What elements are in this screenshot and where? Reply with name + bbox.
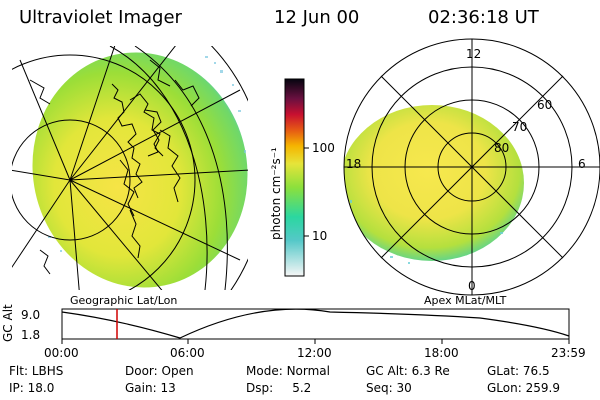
status-door: Door: Open	[125, 364, 194, 378]
mlt-label-18: 18	[346, 157, 362, 171]
status-seq: Seq: 30	[366, 381, 412, 395]
status-glon: GLon: 259.9	[487, 381, 560, 395]
altitude-xtick-0000: 00:00	[44, 346, 79, 360]
mlt-label-0: 0	[468, 279, 476, 293]
altitude-ytick-1.8: 1.8	[21, 328, 41, 342]
page-title: Ultraviolet Imager	[19, 7, 182, 28]
altitude-ylabel: GC Alt	[1, 304, 15, 342]
date-label: 12 Jun 00	[274, 7, 360, 28]
status-gain: Gain: 13	[125, 381, 176, 395]
colorbar-tick-100: 100	[312, 141, 335, 155]
left-emission-region	[32, 52, 248, 288]
status-dsp: Dsp: 5.2	[246, 381, 312, 395]
lat-label-70: 70	[512, 120, 528, 134]
polar-plot	[343, 38, 600, 296]
altitude-ytick-9: 9.0	[21, 308, 41, 322]
time-label: 02:36:18 UT	[428, 7, 539, 28]
geographic-map	[12, 46, 248, 290]
apex-caption: Apex MLat/MLT	[424, 294, 507, 307]
right-emission-region	[344, 105, 524, 261]
altitude-xtick-0600: 06:00	[170, 346, 205, 360]
altitude-curve	[61, 308, 570, 339]
mlt-label-6: 6	[578, 157, 586, 171]
lat-label-60: 60	[537, 98, 553, 112]
status-mode: Mode: Normal	[246, 364, 330, 378]
mlt-label-12: 12	[466, 47, 482, 61]
status-ip: IP: 18.0	[9, 381, 55, 395]
altitude-xtick-1800: 18:00	[424, 346, 459, 360]
status-filter: Flt: LBHS	[9, 364, 64, 378]
colorbar-unit-label: photon cm⁻²s⁻¹	[269, 147, 283, 240]
status-gc-alt: GC Alt: 6.3 Re	[366, 364, 450, 378]
coastlines	[29, 59, 200, 275]
left-speckle	[48, 56, 246, 252]
geo-grid	[12, 46, 248, 290]
altitude-plot	[61, 308, 570, 344]
colorbar	[284, 78, 305, 277]
lat-label-80: 80	[494, 141, 510, 155]
altitude-xtick-2359: 23:59	[551, 346, 586, 360]
altitude-xtick-1200: 12:00	[297, 346, 332, 360]
geographic-caption: Geographic Lat/Lon	[70, 294, 178, 307]
status-glat: GLat: 76.5	[487, 364, 550, 378]
colorbar-tick-10: 10	[312, 229, 328, 243]
